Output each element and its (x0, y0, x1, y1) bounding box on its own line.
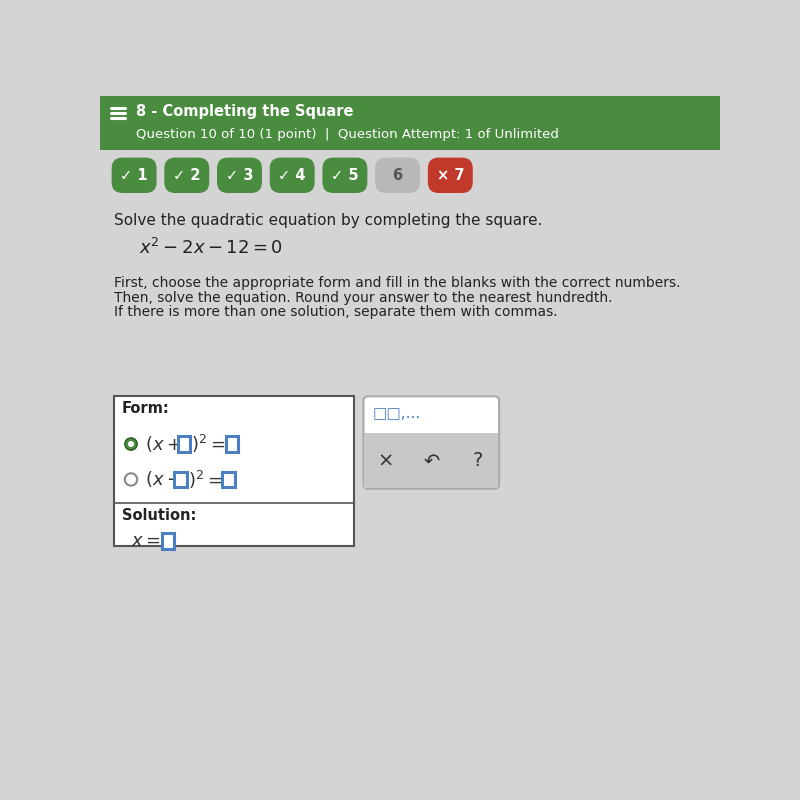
Text: $x^2 - 2x - 12 = 0$: $x^2 - 2x - 12 = 0$ (138, 238, 282, 258)
Text: ?: ? (473, 451, 483, 470)
FancyBboxPatch shape (164, 158, 210, 193)
Bar (174, 472, 187, 487)
Text: ✓ 1: ✓ 1 (120, 168, 148, 183)
Bar (364, 434, 498, 488)
Text: First, choose the appropriate form and fill in the blanks with the correct numbe: First, choose the appropriate form and f… (114, 276, 681, 290)
Text: ✓ 2: ✓ 2 (173, 168, 201, 183)
FancyBboxPatch shape (217, 158, 262, 193)
Text: × 7: × 7 (437, 168, 464, 183)
Text: ↶: ↶ (423, 451, 440, 470)
Bar (226, 436, 238, 452)
Bar (114, 396, 354, 546)
Text: □□,...: □□,... (373, 406, 421, 421)
Text: Solve the quadratic equation by completing the square.: Solve the quadratic equation by completi… (114, 213, 542, 228)
Text: $)^2 =$: $)^2 =$ (188, 469, 222, 490)
Text: $(x -$: $(x -$ (145, 470, 182, 490)
Text: Form:: Form: (122, 401, 170, 416)
Text: If there is more than one solution, separate them with commas.: If there is more than one solution, sepa… (114, 306, 558, 319)
Bar (222, 472, 235, 487)
Text: ✓ 4: ✓ 4 (278, 168, 306, 183)
Text: Solution:: Solution: (122, 508, 196, 523)
Text: 8 - Completing the Square: 8 - Completing the Square (136, 104, 353, 119)
Circle shape (125, 438, 138, 450)
Text: Question 10 of 10 (1 point)  |  Question Attempt: 1 of Unlimited: Question 10 of 10 (1 point) | Question A… (136, 128, 558, 141)
Text: $)^2 =$: $)^2 =$ (191, 433, 226, 455)
FancyBboxPatch shape (363, 396, 499, 489)
FancyBboxPatch shape (375, 158, 420, 193)
Bar (178, 436, 190, 452)
Text: $x =$: $x =$ (131, 532, 161, 550)
FancyBboxPatch shape (270, 158, 314, 193)
FancyBboxPatch shape (322, 158, 367, 193)
Circle shape (129, 442, 134, 446)
FancyBboxPatch shape (428, 158, 473, 193)
Text: ✓ 5: ✓ 5 (331, 168, 358, 183)
Text: 6: 6 (393, 168, 402, 183)
Text: $(x +$: $(x +$ (145, 434, 182, 454)
Text: Then, solve the equation. Round your answer to the nearest hundredth.: Then, solve the equation. Round your ans… (114, 291, 613, 305)
Circle shape (125, 474, 138, 486)
Bar (162, 534, 174, 549)
Bar (100, 96, 720, 150)
Text: ×: × (377, 451, 394, 470)
FancyBboxPatch shape (112, 158, 157, 193)
Text: ✓ 3: ✓ 3 (226, 168, 254, 183)
